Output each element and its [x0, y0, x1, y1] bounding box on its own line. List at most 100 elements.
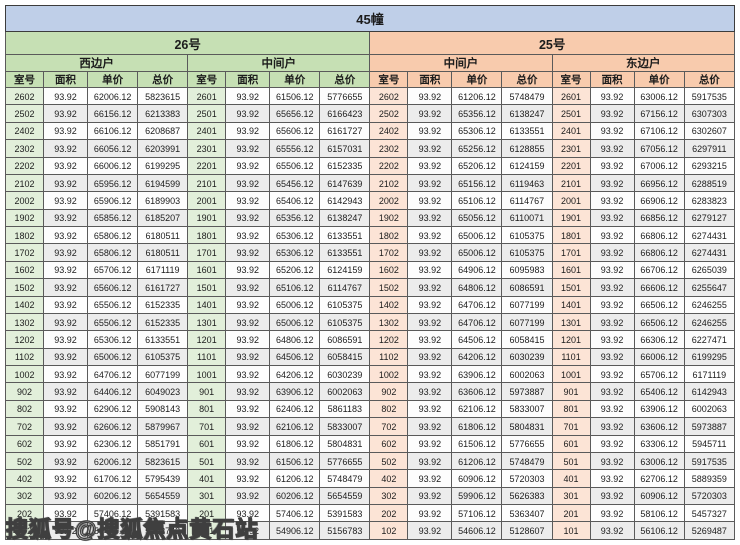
total-price-cell: 6307303 — [683, 104, 736, 123]
unit-price-cell: 60206.12 — [87, 486, 139, 506]
unit-price-cell: 65356.12 — [451, 104, 503, 123]
area-cell: 93.92 — [407, 486, 453, 506]
area-cell: 93.92 — [225, 243, 271, 262]
total-price-cell: 5363407 — [501, 503, 553, 523]
room-cell: 2101 — [187, 173, 227, 193]
total-price-cell: 6128855 — [501, 139, 553, 158]
room-cell: 1301 — [551, 312, 591, 332]
unit-price-cell: 64506.12 — [269, 347, 321, 367]
room-cell: 1501 — [551, 278, 591, 297]
room-cell: 2102 — [4, 173, 45, 193]
total-price-cell: 5833007 — [319, 417, 371, 436]
table-row: 302 93.92 60206.12 5654559 301 93.92 60206.12 5… — [4, 486, 736, 506]
room-cell: 302 — [369, 486, 409, 506]
room-cell: 2001 — [551, 191, 591, 210]
room-cell: 1202 — [4, 330, 45, 349]
unit-price-cell: 63606.12 — [633, 417, 685, 436]
area-cell: 93.92 — [407, 191, 453, 210]
area-cell: 93.92 — [43, 208, 89, 228]
table-row: 802 93.92 62906.12 5908143 801 93.92 62406.12 5… — [4, 399, 736, 419]
room-cell: 801 — [187, 399, 227, 419]
total-price-cell: 5861183 — [319, 399, 371, 419]
total-price-cell: 5748479 — [501, 86, 553, 106]
total-price-cell: 6002063 — [683, 399, 736, 419]
area-cell: 93.92 — [225, 382, 271, 401]
area-cell: 93.92 — [225, 521, 271, 540]
room-cell: 501 — [551, 451, 591, 471]
total-price-cell: 5269487 — [683, 521, 736, 540]
unit-price-cell: 65006.12 — [269, 312, 321, 332]
area-cell: 93.92 — [589, 225, 635, 245]
unit-price-cell: 66006.12 — [87, 156, 139, 175]
total-price-cell: 6297911 — [683, 139, 736, 158]
total-price-cell: 6246255 — [683, 312, 736, 332]
area-cell: 93.92 — [589, 486, 635, 506]
table-row: 1702 93.92 65806.12 6180511 1701 93.92 65306.1… — [4, 243, 736, 262]
total-price-cell: 6283823 — [683, 191, 736, 210]
unit-price-cell: 61206.12 — [451, 451, 503, 471]
unit-price-cell: 65506.12 — [87, 312, 139, 332]
total-price-cell: 6105375 — [501, 225, 553, 245]
unit-price-cell: 64206.12 — [269, 364, 321, 384]
unit-middle-25-header: 中间户 — [369, 54, 553, 72]
area-cell: 93.92 — [43, 399, 89, 419]
room-cell: 2401 — [187, 121, 227, 141]
total-price-cell: 6133551 — [137, 330, 189, 349]
room-cell: 1001 — [187, 364, 227, 384]
col-room: 室号 — [4, 71, 45, 88]
total-price-cell: 6255647 — [683, 278, 736, 297]
room-cell: 1002 — [369, 364, 409, 384]
unit-price-cell: 64206.12 — [451, 347, 503, 367]
total-price-cell: 6199295 — [137, 156, 189, 175]
total-price-cell: 5391583 — [319, 503, 371, 523]
unit-price-cell: 63906.12 — [269, 382, 321, 401]
area-cell: 93.92 — [225, 347, 271, 367]
unit-price-cell: 67006.12 — [633, 156, 685, 175]
total-price-cell: 6030239 — [501, 347, 553, 367]
total-price-cell: 5945711 — [683, 434, 736, 453]
area-cell: 93.92 — [589, 330, 635, 349]
unit-price-cell: 65006.12 — [269, 295, 321, 314]
area-cell: 93.92 — [407, 278, 453, 297]
room-cell: 1801 — [187, 225, 227, 245]
room-cell: 301 — [551, 486, 591, 506]
room-cell: 701 — [187, 417, 227, 436]
table-row: 2202 93.92 66006.12 6199295 2201 93.92 65506.1… — [4, 156, 736, 175]
total-price-cell: 6199295 — [683, 347, 736, 367]
total-price-cell: 5391583 — [137, 503, 189, 523]
unit-price-cell: 63606.12 — [451, 382, 503, 401]
room-cell: 1802 — [4, 225, 45, 245]
unit-price-cell: 66706.12 — [633, 260, 685, 280]
total-price-cell: 6002063 — [319, 382, 371, 401]
room-cell: 1702 — [4, 243, 45, 262]
unit-price-cell: 61806.12 — [451, 417, 503, 436]
room-cell: 2301 — [551, 139, 591, 158]
total-price-cell: 5917535 — [683, 451, 736, 471]
room-cell: 2302 — [4, 139, 45, 158]
room-cell: 802 — [4, 399, 45, 419]
building-row: 26号 25号 — [4, 31, 735, 55]
unit-price-cell: 65206.12 — [451, 156, 503, 175]
table-row: 1602 93.92 65706.12 6171119 1601 93.92 65206.1… — [4, 260, 736, 280]
total-price-cell: 6030239 — [319, 364, 371, 384]
room-cell: 1801 — [551, 225, 591, 245]
area-cell: 93.92 — [407, 330, 453, 349]
unit-price-cell: 65106.12 — [269, 278, 321, 297]
total-price-cell: 6213383 — [137, 104, 189, 123]
room-cell: 1902 — [4, 208, 45, 228]
unit-price-cell: 63006.12 — [633, 451, 685, 471]
area-cell: 93.92 — [407, 86, 453, 106]
table-row: 402 93.92 61706.12 5795439 401 93.92 61206.12 5… — [4, 469, 736, 488]
area-cell: 93.92 — [225, 399, 271, 419]
room-cell: 701 — [551, 417, 591, 436]
room-cell: 1501 — [187, 278, 227, 297]
area-cell: 93.92 — [43, 451, 89, 471]
room-cell: 1401 — [187, 295, 227, 314]
area-cell: 93.92 — [407, 225, 453, 245]
total-price-cell: 5973887 — [683, 417, 736, 436]
unit-price-cell: 65306.12 — [269, 225, 321, 245]
area-cell: 93.92 — [43, 225, 89, 245]
room-cell: 2601 — [187, 86, 227, 106]
area-cell: 93.92 — [589, 451, 635, 471]
area-cell: 93.92 — [407, 121, 453, 141]
